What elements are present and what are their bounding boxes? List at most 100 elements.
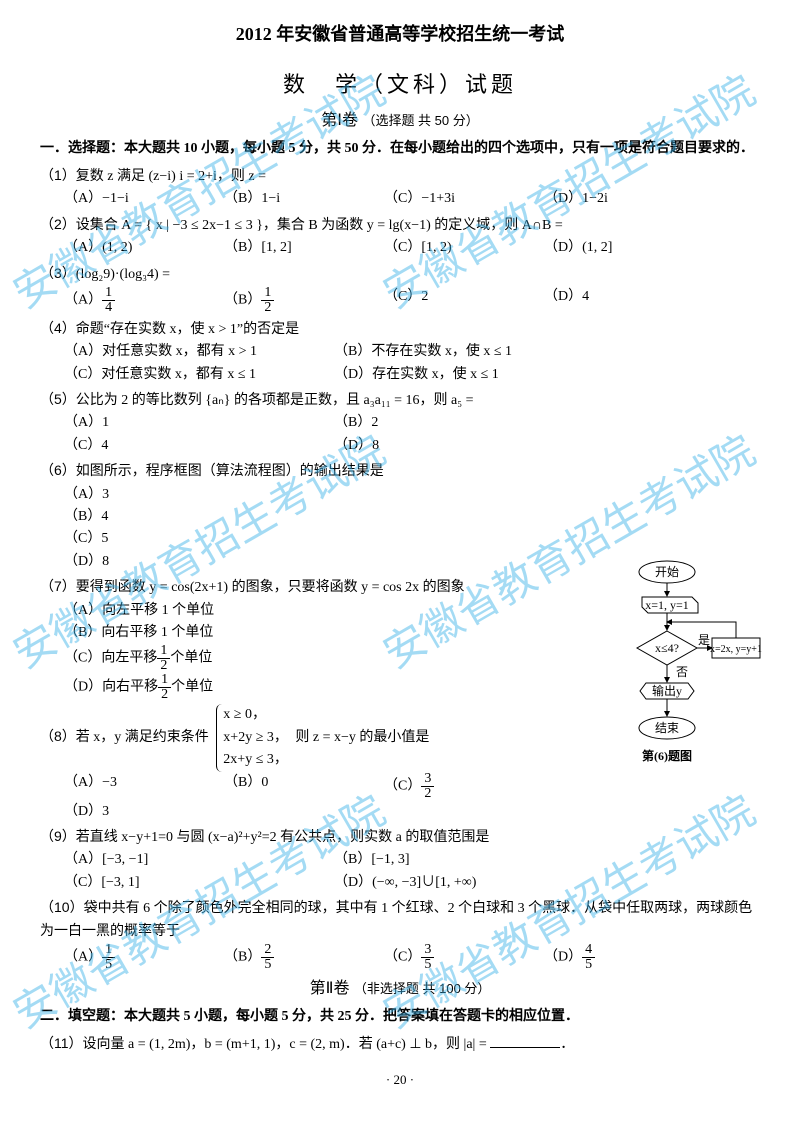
part1-note: （选择题 共 50 分） — [362, 113, 478, 128]
q9-num: （9） — [40, 828, 76, 844]
q8-cond3: 2x+y ≤ 3， — [223, 749, 288, 771]
part2-label: 第Ⅱ卷 — [310, 980, 350, 997]
q3-b-den: 2 — [261, 301, 274, 315]
q7-opt-d: （D）向右平移12个单位 — [64, 673, 590, 702]
q2-stem: 设集合 A = { x | −3 ≤ 2x−1 ≤ 3 }，集合 B 为函数 y… — [76, 218, 563, 233]
q3-num: （3） — [40, 265, 76, 281]
q11-blank — [490, 1033, 560, 1048]
q3-opt-d: （D）4 — [544, 286, 694, 315]
q2-opt-b: （B）[1, 2] — [224, 237, 374, 259]
q8-opt-a: （A）−3 — [64, 772, 214, 801]
q10-c-d: 5 — [421, 958, 434, 972]
flow-out: 输出y — [652, 683, 682, 698]
q3-b-num: 1 — [261, 286, 274, 301]
part1-title: 第Ⅰ卷 （选择题 共 50 分） — [40, 108, 760, 134]
q10-opt-d: （D）45 — [544, 943, 694, 972]
q6-stem: 如图所示，程序框图（算法流程图）的输出结果是 — [76, 464, 384, 479]
q8-stem-pre: 若 x，y 满足约束条件 — [76, 730, 209, 745]
page-title: 2012 年安徽省普通高等学校招生统一考试 — [40, 20, 760, 49]
flow-end: 结束 — [655, 721, 679, 735]
q5-opt-d: （D）8 — [334, 435, 594, 457]
page-number: · 20 · — [40, 1070, 760, 1091]
q10-opt-c: （C）35 — [384, 943, 534, 972]
q1-opt-a: （A）−1−i — [64, 188, 214, 210]
q6-opt-b: （B）4 — [64, 506, 324, 528]
q9-opt-a: （A）[−3, −1] — [64, 849, 324, 871]
flow-update: x=2x, y=y+1 — [710, 644, 762, 655]
q9-opt-c: （C）[−3, 1] — [64, 872, 324, 894]
q10-a-d: 5 — [102, 958, 115, 972]
q3-opt-b: （B）12 — [224, 286, 374, 315]
section-a-head: 一．选择题：本大题共 10 小题，每小题 5 分，共 50 分．在每小题给出的四… — [40, 138, 760, 160]
q5-opt-a: （A）1 — [64, 412, 324, 434]
q9-opt-b: （B）[−1, 3] — [334, 849, 594, 871]
q11-stem: 设向量 a = (1, 2m)，b = (m+1, 1)，c = (2, m)．… — [83, 1037, 491, 1052]
flow-start: 开始 — [655, 565, 679, 579]
q7-stem: 要得到函数 y = cos(2x+1) 的图象，只要将函数 y = cos 2x… — [76, 580, 465, 595]
q10-opt-a: （A）15 — [64, 943, 214, 972]
q8-opt-b: （B）0 — [224, 772, 374, 801]
question-1: （1）复数 z 满足 (z−i) i = 2+i，则 z = （A）−1−i （… — [40, 164, 760, 211]
flowchart-q6: 开始 x=1, y=1 x≤4? 是 x=2x, y=y+1 否 输出y 结束 … — [612, 560, 762, 811]
q3-a-num: 1 — [102, 286, 115, 301]
q7-d-den: 2 — [158, 688, 171, 702]
question-6: （6）如图所示，程序框图（算法流程图）的输出结果是 （A）3 （B）4 （C）5… — [40, 459, 760, 573]
flow-yes: 是 — [698, 633, 710, 647]
q7-opt-c: （C）向左平移12个单位 — [64, 644, 590, 673]
q3-a-den: 4 — [102, 301, 115, 315]
q3-opt-a: （A）14 — [64, 286, 214, 315]
q8-c-den: 2 — [421, 787, 434, 801]
question-11: （11）设向量 a = (1, 2m)，b = (m+1, 1)，c = (2,… — [40, 1032, 760, 1056]
q7-d-post: 个单位 — [171, 680, 213, 695]
flow-init: x=1, y=1 — [645, 598, 689, 612]
part2-title: 第Ⅱ卷 （非选择题 共 100 分） — [40, 976, 760, 1002]
q7-d-num: 1 — [158, 673, 171, 688]
flow-caption: 第(6)题图 — [642, 748, 692, 763]
q9-stem: 若直线 x−y+1=0 与圆 (x−a)²+y²=2 有公共点，则实数 a 的取… — [76, 830, 490, 845]
q10-opt-b: （B）25 — [224, 943, 374, 972]
q4-stem: 命题“存在实数 x，使 x > 1”的否定是 — [76, 322, 299, 337]
q7-num: （7） — [40, 578, 76, 594]
section-b-head: 二．填空题：本大题共 5 小题，每小题 5 分，共 25 分．把答案填在答题卡的… — [40, 1006, 760, 1028]
q1-opt-c: （C）−1+3i — [384, 188, 534, 210]
q1-stem: 复数 z 满足 (z−i) i = 2+i，则 z = — [76, 169, 266, 184]
question-2: （2）设集合 A = { x | −3 ≤ 2x−1 ≤ 3 }，集合 B 为函… — [40, 213, 760, 260]
q4-opt-d: （D）存在实数 x，使 x ≤ 1 — [334, 364, 594, 386]
q3-stem: (log₂9)·(log₃4) = — [76, 267, 170, 282]
q2-opt-d: （D）(1, 2] — [544, 237, 694, 259]
q8-stem-post: 则 z = x−y 的最小值是 — [295, 730, 429, 745]
q11-num: （11） — [40, 1035, 83, 1051]
q7-d-pre: （D）向右平移 — [64, 680, 158, 695]
q10-d-n: 4 — [582, 943, 595, 958]
q8-opt-d: （D）3 — [64, 801, 214, 823]
q5-stem: 公比为 2 的等比数列 {aₙ} 的各项都是正数，且 a₃a₁₁ = 16，则 … — [76, 393, 474, 408]
q4-num: （4） — [40, 320, 76, 336]
q7-opt-b: （B）向右平移 1 个单位 — [64, 622, 590, 644]
q1-opt-b: （B）1−i — [224, 188, 374, 210]
q8-num: （8） — [40, 728, 76, 744]
q6-opt-d: （D）8 — [64, 551, 324, 573]
q10-stem: 袋中共有 6 个除了颜色外完全相同的球，其中有 1 个红球、2 个白球和 3 个… — [40, 901, 752, 938]
q10-d-d: 5 — [582, 958, 595, 972]
q5-num: （5） — [40, 391, 76, 407]
flow-no: 否 — [676, 665, 688, 679]
q7-c-num: 1 — [157, 644, 170, 659]
q8-cond2: x+2y ≥ 3， — [223, 727, 288, 749]
q6-num: （6） — [40, 462, 76, 478]
q1-opt-d: （D）1−2i — [544, 188, 694, 210]
part1-label: 第Ⅰ卷 — [321, 112, 358, 129]
q2-num: （2） — [40, 216, 76, 232]
flow-cond: x≤4? — [655, 641, 679, 655]
q6-opt-a: （A）3 — [64, 484, 324, 506]
q7-c-post: 个单位 — [170, 651, 212, 666]
q8-c-num: 3 — [421, 772, 434, 787]
q10-b-d: 5 — [261, 958, 274, 972]
q4-opt-b: （B）不存在实数 x，使 x ≤ 1 — [334, 341, 594, 363]
q10-b-n: 2 — [261, 943, 274, 958]
q3-opt-c: （C）2 — [384, 286, 534, 315]
question-5: （5）公比为 2 的等比数列 {aₙ} 的各项都是正数，且 a₃a₁₁ = 16… — [40, 388, 760, 457]
question-3: （3）(log₂9)·(log₃4) = （A）14 （B）12 （C）2 （D… — [40, 262, 760, 315]
q10-num: （10） — [40, 899, 84, 915]
q4-opt-a: （A）对任意实数 x，都有 x > 1 — [64, 341, 324, 363]
q5-opt-c: （C）4 — [64, 435, 324, 457]
